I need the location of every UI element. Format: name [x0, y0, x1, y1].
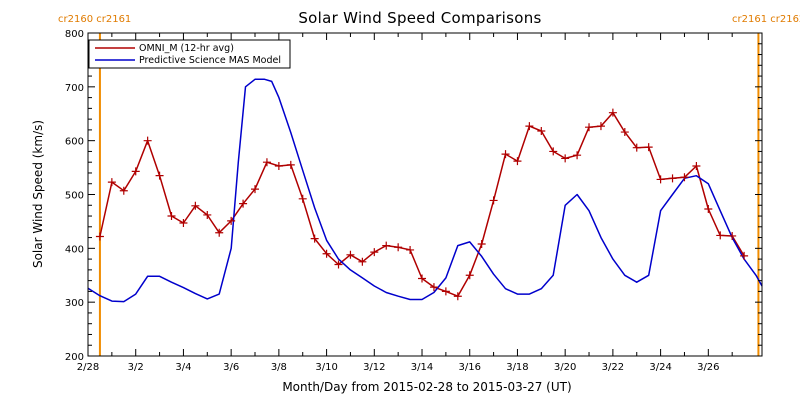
data-point: [537, 126, 546, 135]
data-point: [298, 194, 307, 203]
data-point: [477, 240, 486, 249]
data-point: [119, 186, 128, 195]
x-tick-label: 2/28: [77, 362, 99, 373]
y-tick-label: 800: [65, 29, 84, 40]
data-point: [346, 250, 355, 259]
data-point: [728, 231, 737, 240]
data-point: [131, 167, 140, 176]
data-point: [167, 212, 176, 221]
data-point: [251, 185, 260, 194]
data-point: [203, 210, 212, 219]
legend-label-omni: OMNI_M (12-hr avg): [139, 43, 234, 54]
plot-area: 200 300 400 500 600 700 800 2/28 3/2 3/4 3/6 3/8 3/1…: [65, 29, 763, 373]
data-point: [465, 271, 474, 280]
data-point: [310, 234, 319, 243]
data-point: [107, 178, 116, 187]
data-point: [513, 157, 522, 166]
plot-frame: [87, 32, 763, 357]
y-tick-label: 300: [65, 298, 84, 309]
x-tick-label: 3/26: [697, 362, 719, 373]
y-tick-label: 400: [65, 244, 84, 255]
data-point: [274, 161, 283, 170]
data-point: [394, 243, 403, 252]
data-point: [215, 228, 224, 237]
series-markers-omni: [95, 108, 749, 301]
data-point: [620, 128, 629, 137]
y-axis-title: Solar Wind Speed (km/s): [31, 120, 45, 268]
data-point: [179, 219, 188, 228]
data-point: [608, 108, 617, 117]
data-point: [191, 201, 200, 210]
x-tick-label: 3/24: [649, 362, 671, 373]
y-tick-label: 700: [65, 83, 84, 94]
x-axis-title: Month/Day from 2015-02-28 to 2015-03-27 …: [282, 380, 571, 394]
data-point: [596, 122, 605, 131]
data-point: [322, 249, 331, 258]
data-point: [489, 196, 498, 205]
x-tick-label: 3/6: [223, 362, 239, 373]
x-tick-label: 3/22: [602, 362, 624, 373]
x-tick-label: 3/12: [363, 362, 385, 373]
data-point: [227, 216, 236, 225]
data-point: [501, 150, 510, 159]
data-point: [740, 251, 749, 260]
data-point: [155, 171, 164, 180]
legend: OMNI_M (12-hr avg) Predictive Science MA…: [88, 39, 291, 69]
x-tick-label: 3/4: [175, 362, 191, 373]
data-point: [406, 245, 415, 254]
data-point: [656, 175, 665, 184]
data-point: [632, 143, 641, 152]
y-tick-label: 600: [65, 137, 84, 148]
y-tick-label: 500: [65, 191, 84, 202]
data-point: [644, 143, 653, 152]
carrington-label-right: cr2161 cr2162: [732, 14, 800, 25]
x-tick-label: 3/14: [411, 362, 433, 373]
data-point: [95, 232, 104, 241]
data-point: [573, 151, 582, 160]
data-point: [585, 123, 594, 132]
data-point: [334, 260, 343, 269]
data-point: [704, 205, 713, 214]
x-tick-label: 3/16: [459, 362, 481, 373]
x-tick-label: 3/2: [128, 362, 144, 373]
data-point: [418, 274, 427, 283]
data-point: [286, 160, 295, 169]
data-point: [453, 292, 462, 301]
data-point: [262, 158, 271, 167]
data-point: [239, 199, 248, 208]
x-tick-label: 3/18: [506, 362, 528, 373]
legend-label-mas: Predictive Science MAS Model: [139, 55, 281, 66]
data-point: [561, 154, 570, 163]
legend-box: [88, 39, 291, 69]
data-point: [692, 161, 701, 170]
data-point: [429, 283, 438, 292]
x-tick-label: 3/20: [554, 362, 576, 373]
carrington-label-left: cr2160 cr2161: [58, 14, 131, 25]
x-tick-label: 3/10: [315, 362, 337, 373]
data-point: [668, 174, 677, 183]
series-line-mas: [87, 78, 763, 303]
data-point: [143, 136, 152, 145]
data-point: [549, 147, 558, 156]
series-line-omni: [99, 111, 745, 297]
data-point: [358, 257, 367, 266]
x-tick-label: 3/8: [271, 362, 287, 373]
y-tick-label: 200: [65, 352, 84, 363]
data-point: [382, 241, 391, 250]
data-point: [525, 122, 534, 131]
data-point: [370, 248, 379, 257]
data-point: [716, 231, 725, 240]
data-point: [441, 287, 450, 296]
data-point: [680, 173, 689, 182]
chart-title: Solar Wind Speed Comparisons: [298, 9, 541, 27]
